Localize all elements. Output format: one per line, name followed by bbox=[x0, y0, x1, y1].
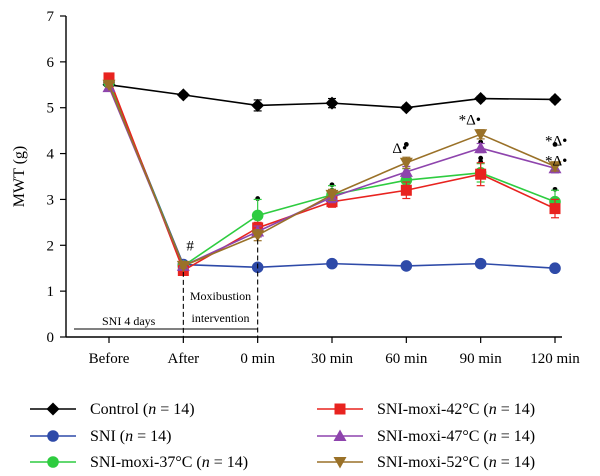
individual-data-dot bbox=[403, 142, 409, 147]
legend-item: Control (n = 14) bbox=[30, 401, 195, 418]
legend-label: Control (n = 14) bbox=[90, 401, 195, 418]
data-point bbox=[474, 129, 488, 141]
x-tick-label: 0 min bbox=[240, 351, 275, 367]
data-point bbox=[251, 98, 265, 112]
moxi-period-label-line1: Moxibustion bbox=[190, 289, 251, 303]
series-layer bbox=[102, 72, 562, 277]
y-tick-label: 6 bbox=[47, 55, 55, 71]
data-point bbox=[103, 72, 115, 84]
data-point bbox=[325, 189, 339, 202]
x-tick-label: 60 min bbox=[385, 351, 428, 367]
legend-marker bbox=[333, 429, 347, 441]
data-point bbox=[399, 165, 413, 177]
sni-period-label: SNI 4 days bbox=[102, 314, 156, 328]
x-tick-label: 90 min bbox=[460, 351, 503, 367]
y-tick-label: 3 bbox=[47, 192, 55, 208]
legend-item: SNI (n = 14) bbox=[30, 428, 171, 445]
legend-marker bbox=[47, 430, 59, 442]
data-point bbox=[176, 260, 190, 273]
legend-marker bbox=[47, 456, 59, 468]
data-point bbox=[548, 92, 562, 106]
legend-item: SNI-moxi-52°C (n = 14) bbox=[317, 454, 535, 471]
moxi-period-label-line2: intervention bbox=[192, 311, 250, 325]
data-point bbox=[399, 157, 413, 170]
y-tick-label: 7 bbox=[47, 9, 55, 25]
data-point bbox=[474, 257, 487, 270]
hash-marker: # bbox=[186, 239, 194, 255]
data-point bbox=[251, 209, 264, 222]
legend: Control (n = 14) SNI (n = 14) SNI-moxi-37°… bbox=[30, 401, 535, 471]
x-tick-label: 30 min bbox=[311, 351, 354, 367]
legend-label: SNI-moxi-52°C (n = 14) bbox=[377, 454, 535, 471]
x-tick-label: After bbox=[168, 351, 200, 367]
legend-label: SNI-moxi-42°C (n = 14) bbox=[377, 401, 535, 418]
data-point bbox=[325, 96, 339, 110]
y-tick-label: 2 bbox=[47, 238, 55, 254]
series-line bbox=[108, 82, 556, 268]
legend-item: SNI-moxi-42°C (n = 14) bbox=[317, 401, 535, 418]
data-point bbox=[399, 101, 413, 115]
star-delta-dot-90min: *Δ• bbox=[459, 113, 481, 129]
legend-label: SNI-moxi-47°C (n = 14) bbox=[377, 428, 535, 445]
legend-label: SNI (n = 14) bbox=[90, 428, 171, 445]
star-delta-dot-120min: *Δ• bbox=[545, 133, 567, 149]
series-control bbox=[102, 78, 562, 115]
legend-marker bbox=[46, 402, 60, 416]
data-point bbox=[400, 260, 413, 272]
delta-dot-60min: Δ• bbox=[392, 141, 407, 157]
data-point bbox=[549, 262, 561, 275]
legend-marker bbox=[334, 403, 346, 415]
data-point bbox=[475, 168, 487, 180]
data-point bbox=[474, 141, 488, 154]
legend-label: SNI-moxi-37°C (n = 14) bbox=[90, 454, 248, 471]
y-tick-label: 0 bbox=[47, 330, 55, 346]
legend-item: SNI-moxi-47°C (n = 14) bbox=[317, 428, 535, 445]
tick-marks: 0 1 2 3 4 5 6 7 Before After 0 min 30 min 60 min 90 m… bbox=[47, 9, 581, 367]
individual-data-dot bbox=[478, 155, 484, 161]
y-tick-label: 5 bbox=[47, 101, 55, 117]
data-point bbox=[251, 230, 265, 242]
individual-data-dot bbox=[552, 142, 558, 147]
star-delta-dot-120min-second: *Δ• bbox=[545, 153, 567, 169]
y-tick-label: 4 bbox=[47, 147, 55, 163]
legend-item: SNI-moxi-37°C (n = 14) bbox=[30, 454, 248, 471]
x-tick-label: 120 min bbox=[530, 351, 580, 367]
data-point bbox=[400, 184, 412, 196]
data-point bbox=[326, 257, 338, 270]
data-point bbox=[176, 88, 190, 102]
legend-marker bbox=[333, 457, 347, 469]
y-axis-title: MWT (g) bbox=[11, 146, 28, 207]
x-tick-label: Before bbox=[89, 351, 130, 367]
chart-axes: MWT (g) bbox=[11, 16, 562, 338]
data-point bbox=[102, 79, 116, 92]
data-point bbox=[474, 92, 488, 106]
data-point bbox=[548, 161, 562, 173]
y-tick-label: 1 bbox=[47, 284, 55, 300]
data-point bbox=[549, 203, 561, 215]
annotation-layer: SNI 4 days Moxibustion intervention # Δ• *Δ• *… bbox=[74, 113, 567, 337]
